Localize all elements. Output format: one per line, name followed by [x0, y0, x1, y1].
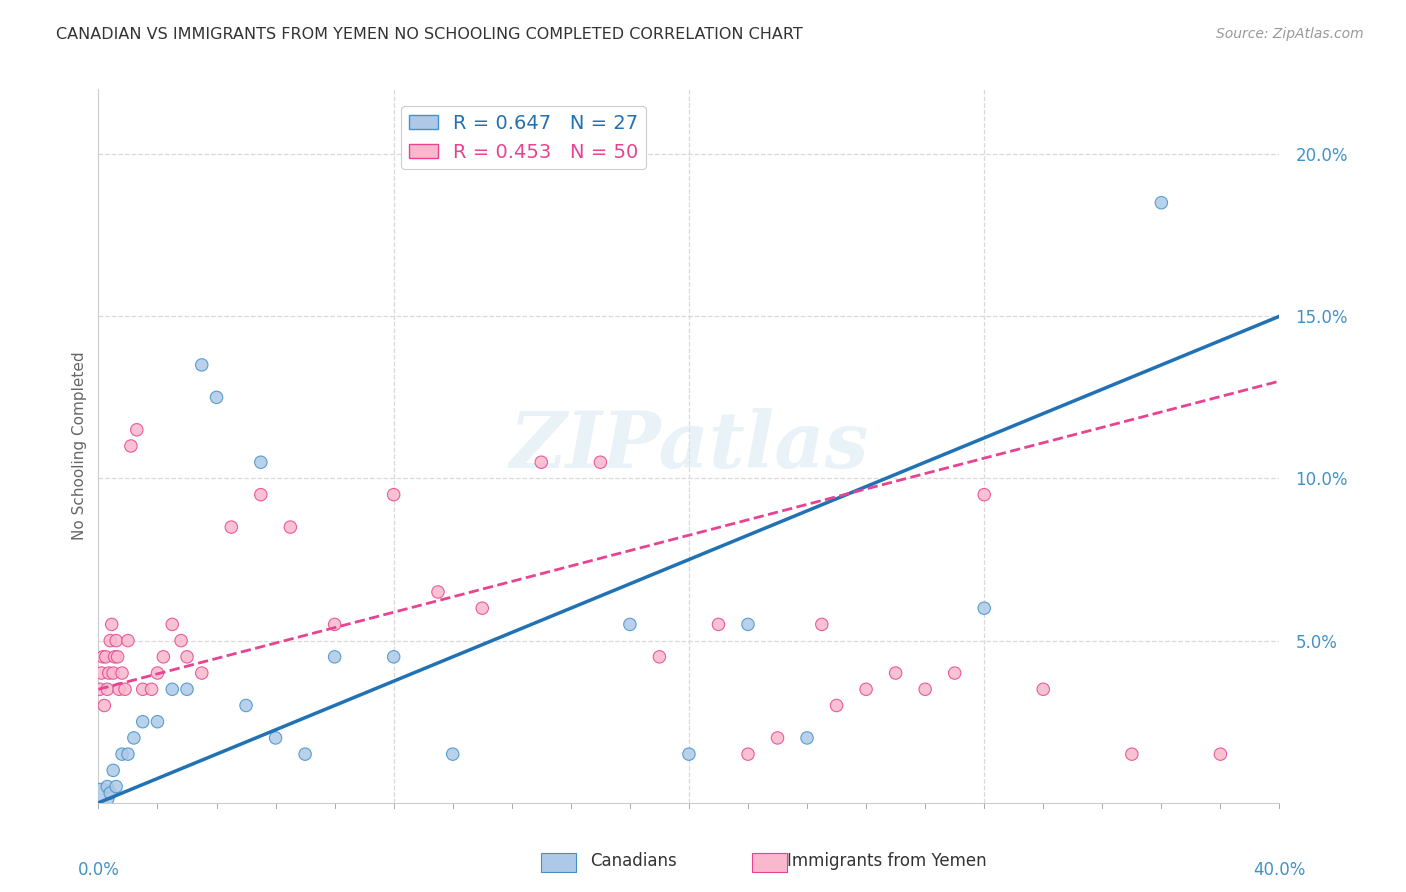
- Point: [530, 455, 553, 469]
- Point: [105, 780, 128, 794]
- Point: [323, 617, 346, 632]
- Text: 0.0%: 0.0%: [77, 861, 120, 880]
- Point: [619, 617, 641, 632]
- Point: [98, 786, 121, 800]
- Point: [120, 439, 142, 453]
- Point: [103, 666, 125, 681]
- Point: [176, 649, 198, 664]
- Point: [146, 666, 169, 681]
- Point: [766, 731, 789, 745]
- Point: [294, 747, 316, 761]
- Point: [914, 682, 936, 697]
- Point: [117, 747, 139, 761]
- Point: [96, 682, 118, 697]
- Text: ZIPatlas: ZIPatlas: [509, 408, 869, 484]
- Point: [191, 666, 214, 681]
- Text: Immigrants from Yemen: Immigrants from Yemen: [787, 852, 987, 870]
- Point: [91, 649, 114, 664]
- Point: [162, 617, 183, 632]
- Point: [125, 423, 148, 437]
- Text: CANADIAN VS IMMIGRANTS FROM YEMEN NO SCHOOLING COMPLETED CORRELATION CHART: CANADIAN VS IMMIGRANTS FROM YEMEN NO SCH…: [56, 27, 803, 42]
- Point: [122, 731, 145, 745]
- Point: [235, 698, 257, 713]
- Point: [678, 747, 700, 761]
- Point: [108, 682, 131, 697]
- Point: [146, 714, 169, 729]
- Point: [973, 601, 995, 615]
- Point: [152, 649, 174, 664]
- Point: [737, 617, 759, 632]
- Point: [221, 520, 243, 534]
- Point: [117, 633, 139, 648]
- Point: [382, 488, 405, 502]
- Point: [943, 666, 966, 681]
- Point: [89, 682, 111, 697]
- Point: [796, 731, 818, 745]
- Point: [250, 455, 273, 469]
- Point: [141, 682, 163, 697]
- Point: [811, 617, 834, 632]
- Point: [97, 666, 120, 681]
- Point: [1121, 747, 1143, 761]
- Point: [280, 520, 302, 534]
- Point: [441, 747, 464, 761]
- Point: [94, 649, 117, 664]
- Point: [132, 714, 155, 729]
- Point: [176, 682, 198, 697]
- Point: [1032, 682, 1054, 697]
- Legend: R = 0.647   N = 27, R = 0.453   N = 50: R = 0.647 N = 27, R = 0.453 N = 50: [401, 106, 647, 169]
- Point: [111, 747, 134, 761]
- Point: [98, 633, 121, 648]
- Point: [648, 649, 671, 664]
- Point: [471, 601, 494, 615]
- Text: Canadians: Canadians: [591, 852, 678, 870]
- Point: [191, 358, 214, 372]
- Point: [162, 682, 183, 697]
- Point: [90, 666, 112, 681]
- Text: 40.0%: 40.0%: [1253, 861, 1306, 880]
- Point: [132, 682, 155, 697]
- Point: [707, 617, 730, 632]
- Point: [111, 666, 134, 681]
- Point: [323, 649, 346, 664]
- Point: [382, 649, 405, 664]
- Point: [103, 764, 125, 778]
- Point: [250, 488, 273, 502]
- Point: [589, 455, 612, 469]
- Point: [427, 585, 450, 599]
- Point: [90, 789, 112, 804]
- Point: [93, 698, 115, 713]
- Point: [825, 698, 848, 713]
- Y-axis label: No Schooling Completed: No Schooling Completed: [72, 351, 87, 541]
- Point: [114, 682, 136, 697]
- Point: [1150, 195, 1173, 210]
- Point: [1209, 747, 1232, 761]
- Point: [205, 390, 228, 404]
- Point: [100, 617, 122, 632]
- Point: [107, 649, 129, 664]
- Point: [737, 747, 759, 761]
- Point: [105, 633, 128, 648]
- Point: [96, 780, 118, 794]
- Text: Source: ZipAtlas.com: Source: ZipAtlas.com: [1216, 27, 1364, 41]
- Point: [855, 682, 877, 697]
- Point: [170, 633, 193, 648]
- Point: [973, 488, 995, 502]
- Point: [884, 666, 907, 681]
- Point: [264, 731, 287, 745]
- Point: [104, 649, 127, 664]
